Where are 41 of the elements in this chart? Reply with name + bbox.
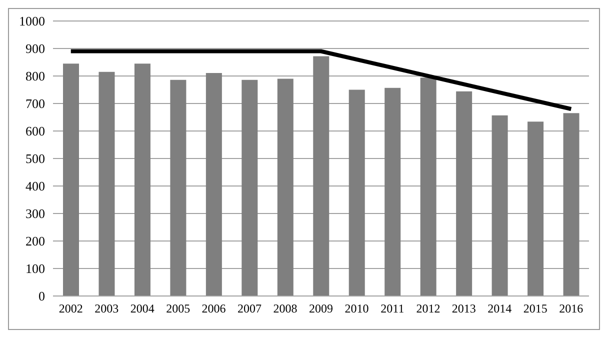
x-tick-label: 2016: [559, 302, 584, 316]
x-tick-label: 2005: [166, 302, 190, 316]
y-tick-label: 800: [26, 68, 45, 84]
bar: [384, 88, 401, 296]
bar: [242, 80, 258, 296]
x-tick-label: 2003: [94, 302, 119, 316]
y-tick-label: 200: [26, 234, 45, 249]
x-tick-label: 2013: [452, 302, 476, 316]
x-tick-label: 2012: [416, 302, 440, 316]
bar: [420, 78, 436, 296]
x-tick-label: 2008: [273, 302, 298, 316]
bar: [348, 90, 365, 296]
x-tick-label: 2002: [58, 302, 83, 316]
y-tick-label: 0: [38, 288, 45, 304]
bar: [528, 122, 544, 296]
y-tick-label: 700: [26, 96, 45, 112]
bar: [313, 56, 330, 296]
bar: [98, 72, 115, 296]
bar: [492, 115, 508, 296]
x-tick-label: 2010: [344, 302, 369, 316]
x-tick-label: 2007: [238, 302, 262, 316]
y-tick-label: 400: [26, 178, 45, 194]
x-tick-label: 2015: [523, 302, 548, 316]
x-tick-label: 2009: [309, 302, 333, 316]
bar: [563, 113, 580, 296]
x-tick-label: 2011: [380, 302, 404, 316]
bar: [206, 72, 222, 296]
x-tick-label: 2006: [202, 302, 226, 316]
y-tick-label: 600: [26, 124, 45, 139]
bar: [277, 78, 294, 296]
y-tick-label: 500: [26, 151, 45, 166]
y-tick-label: 300: [26, 206, 45, 222]
y-tick-label: 100: [26, 261, 45, 276]
y-tick-label: 900: [26, 41, 45, 56]
x-tick-label: 2004: [130, 302, 154, 316]
y-tick-label: 1000: [19, 14, 45, 29]
bar: [456, 91, 472, 296]
x-tick-label: 2014: [488, 302, 512, 316]
bar: [134, 64, 150, 296]
bar: [63, 64, 79, 296]
bar: [170, 80, 186, 296]
